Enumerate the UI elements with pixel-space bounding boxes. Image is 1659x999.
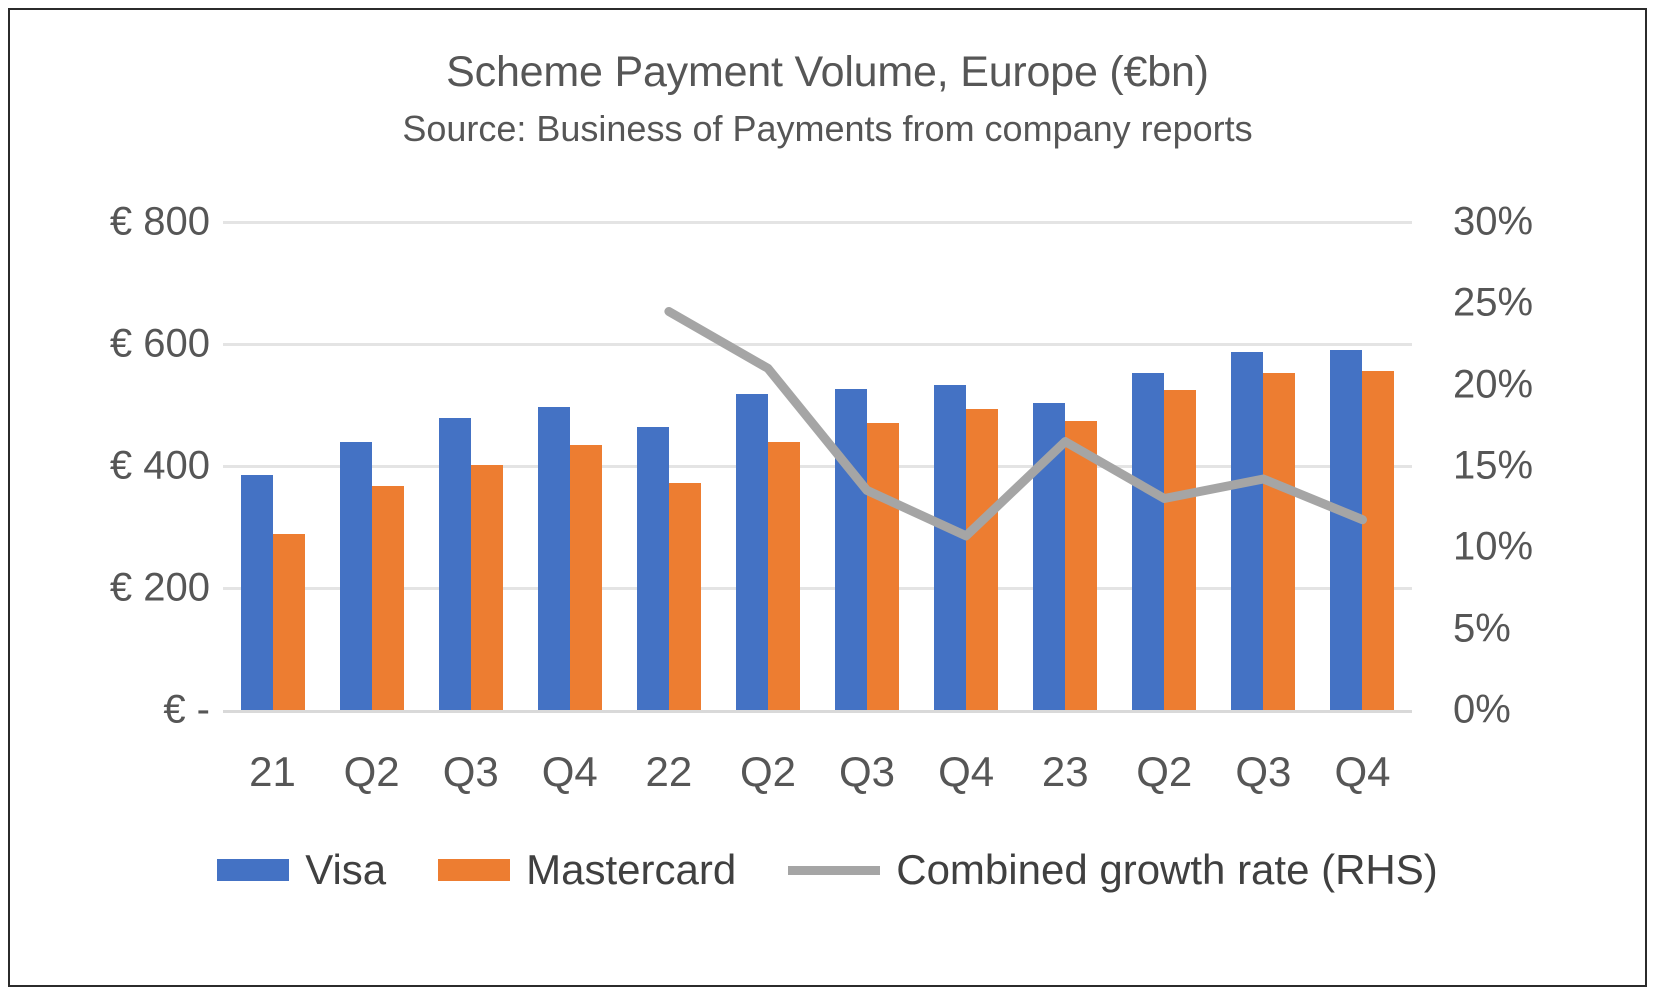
bar-visa: [1330, 350, 1363, 710]
bar-mastercard: [1263, 373, 1296, 710]
bar-group: [718, 222, 817, 710]
bar-mastercard: [1065, 420, 1098, 710]
bar-group: [223, 222, 322, 710]
chart-frame: Scheme Payment Volume, Europe (€bn) Sour…: [8, 8, 1647, 987]
bar-group: [421, 222, 520, 710]
x-axis-tick: Q3: [1235, 748, 1292, 795]
bar-visa: [537, 407, 570, 710]
bar-visa: [1132, 372, 1165, 710]
right-axis-tick: 25%: [1453, 280, 1534, 325]
x-axis-line: [223, 710, 1412, 713]
bar-mastercard: [1164, 389, 1197, 710]
bar-visa: [240, 475, 273, 710]
legend-item[interactable]: Visa: [217, 846, 386, 894]
gridline: [223, 343, 1412, 346]
left-axis-tick: € 400: [109, 443, 210, 488]
bar-mastercard: [1362, 370, 1395, 710]
left-axis-tick: € -: [163, 687, 210, 732]
bar-mastercard: [371, 485, 404, 710]
x-axis-tick: Q4: [541, 748, 598, 795]
x-axis-tick: Q2: [343, 748, 400, 795]
bar-group: [1313, 222, 1412, 710]
legend-label: Mastercard: [526, 846, 737, 893]
left-axis-tick: € 600: [109, 321, 210, 366]
gridline: [223, 465, 1412, 468]
x-axis-tick: 21: [249, 748, 296, 795]
gridline: [223, 587, 1412, 590]
bar-mastercard: [470, 465, 503, 710]
legend-label: Visa: [305, 846, 387, 893]
bar-visa: [636, 426, 669, 710]
growth-line-series: [664, 307, 1367, 541]
legend-label: Combined growth rate (RHS): [896, 846, 1438, 893]
bar-mastercard: [668, 483, 701, 710]
x-axis-tick: Q3: [442, 748, 499, 795]
x-axis-tick: Q2: [739, 748, 796, 795]
x-axis-tick: Q2: [1136, 748, 1193, 795]
bar-mastercard: [867, 423, 900, 710]
bar-visa: [934, 385, 967, 710]
legend-color-swatch: [217, 859, 290, 881]
bar-visa: [835, 388, 868, 710]
bar-visa: [438, 418, 471, 710]
right-axis-tick: 5%: [1453, 606, 1511, 651]
right-axis-tick: 0%: [1453, 687, 1511, 732]
bar-mastercard: [767, 441, 800, 710]
gridline: [223, 221, 1412, 224]
growth-line-path: [664, 307, 1367, 541]
bar-visa: [339, 441, 372, 710]
bar-group: [1214, 222, 1313, 710]
legend-item[interactable]: Mastercard: [438, 846, 736, 894]
legend-item[interactable]: Combined growth rate (RHS): [788, 846, 1438, 894]
bar-visa: [1231, 351, 1264, 710]
legend-color-swatch: [438, 859, 511, 881]
x-axis-tick: Q4: [1334, 748, 1391, 795]
right-axis-tick: 10%: [1453, 524, 1534, 569]
bar-mastercard: [966, 409, 999, 710]
bar-mastercard: [272, 534, 305, 710]
bar-group: [818, 222, 917, 710]
right-axis-tick: 30%: [1453, 199, 1534, 244]
legend-line-swatch: [788, 865, 881, 875]
right-axis-tick: 15%: [1453, 443, 1534, 488]
chart-subtitle: Source: Business of Payments from compan…: [402, 108, 1253, 149]
chart-title: Scheme Payment Volume, Europe (€bn): [446, 48, 1209, 96]
plot-area: [223, 221, 1412, 713]
bar-group: [917, 222, 1016, 710]
x-axis-tick: Q3: [839, 748, 896, 795]
right-axis-tick: 20%: [1453, 362, 1534, 407]
bar-group: [520, 222, 619, 710]
x-axis-tick: Q4: [938, 748, 995, 795]
x-axis-tick: 22: [645, 748, 693, 795]
left-axis-tick: € 200: [109, 565, 210, 610]
bar-group: [1115, 222, 1214, 710]
chart-legend: Visa Mastercard Combined growth rate (RHS): [10, 846, 1645, 894]
bar-group: [322, 222, 421, 710]
left-axis-tick: € 800: [109, 199, 210, 244]
x-axis-tick: 23: [1041, 748, 1089, 795]
bar-visa: [735, 394, 768, 710]
bar-group: [619, 222, 718, 710]
bar-mastercard: [569, 445, 602, 710]
